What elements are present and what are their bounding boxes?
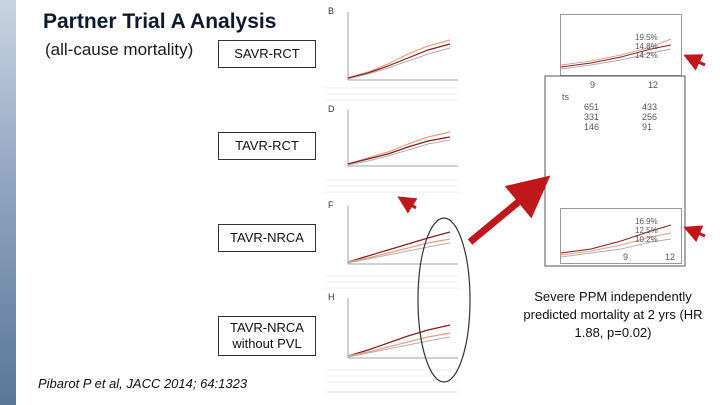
small-arrow-mid [397, 196, 418, 214]
panel-letter: B [328, 6, 335, 16]
zoom-number: 91 [642, 122, 653, 132]
panel-letter: F [328, 200, 334, 210]
zoom-curves [560, 224, 672, 258]
km-panel-d: D [318, 104, 466, 200]
km-panel-h: H [318, 292, 466, 400]
small-arrow-top [683, 54, 706, 71]
label-tavr-nrca-without-pvl: TAVR-NRCA without PVL [218, 316, 316, 356]
label-tavr-nrca: TAVR-NRCA [218, 224, 316, 252]
zoom-value: 12.5% [635, 226, 658, 235]
zoom-value: 10.2% [635, 235, 658, 244]
zoom-tick: 9 [590, 80, 596, 90]
panel-letter: D [328, 104, 335, 114]
zoom-value: 14.8% [635, 42, 658, 51]
zoom-tick: 12 [648, 80, 659, 90]
slide-subtitle: (all-cause mortality) [45, 40, 194, 59]
zoom-inset-top: 19.5% 14.8% 14.2% [560, 14, 682, 76]
zoom-curves [560, 38, 672, 70]
km-panel-b: B [318, 6, 466, 102]
zoom-label-fragment: ts [562, 92, 570, 102]
citation: Pibarot P et al, JACC 2014; 64:1323 [38, 376, 248, 391]
zoom-number: 256 [642, 112, 658, 122]
zoom-number: 433 [642, 102, 658, 112]
zoom-value: 14.2% [635, 51, 658, 60]
large-arrow [467, 175, 551, 245]
label-tavr-rct: TAVR-RCT [218, 132, 316, 160]
km-curve-figure [326, 298, 458, 393]
km-curve-figure [326, 110, 458, 193]
small-arrow-bottom [683, 225, 706, 243]
zoom-number: 146 [584, 122, 600, 132]
zoom-inset-bottom: 16.9% 12.5% 10.2% 9 12 [560, 208, 682, 264]
km-panel-f: F [318, 200, 466, 292]
zoom-number: 651 [584, 102, 600, 112]
highlight-ellipse [417, 217, 471, 383]
zoom-at-risk-top: 9 12 ts 651 331 146 433 256 91 [548, 78, 682, 134]
zoom-number: 331 [584, 112, 600, 122]
panel-letter: H [328, 292, 335, 302]
zoom-value: 16.9% [635, 217, 658, 226]
left-accent-bar [0, 0, 16, 405]
km-curve-figure [326, 12, 458, 101]
zoom-tick: 12 [665, 252, 676, 262]
zoom-value: 19.5% [635, 33, 658, 42]
zoom-frame [544, 75, 686, 267]
label-savr-rct: SAVR-RCT [218, 40, 316, 68]
slide-title: Partner Trial A Analysis [43, 10, 277, 33]
km-curve-figure [326, 206, 458, 289]
zoom-tick: 9 [623, 252, 629, 262]
key-finding-text: Severe PPM independently predicted morta… [523, 289, 703, 340]
